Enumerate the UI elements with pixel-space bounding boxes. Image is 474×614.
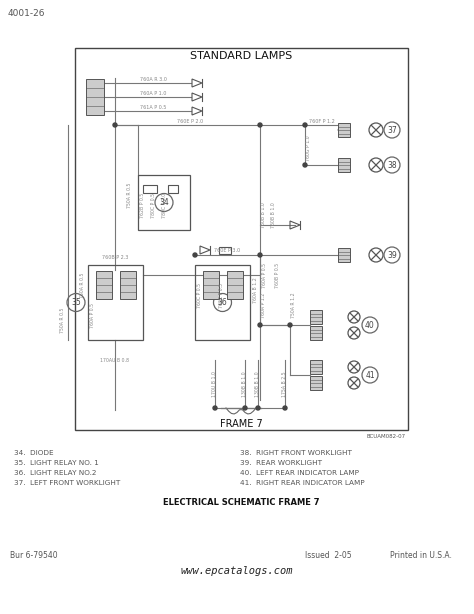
Text: 39.  REAR WORKLIGHT: 39. REAR WORKLIGHT bbox=[240, 460, 322, 466]
Text: 37.  LEFT FRONT WORKLIGHT: 37. LEFT FRONT WORKLIGHT bbox=[14, 480, 120, 486]
Bar bbox=[195, 265, 250, 340]
Text: 38: 38 bbox=[387, 160, 397, 169]
Circle shape bbox=[283, 406, 287, 410]
Text: 760F P 1.2: 760F P 1.2 bbox=[309, 119, 335, 123]
Text: 750A R 1.2: 750A R 1.2 bbox=[292, 292, 297, 318]
Circle shape bbox=[193, 253, 197, 257]
Bar bbox=[86, 79, 104, 115]
Text: 760C P 0.5: 760C P 0.5 bbox=[198, 282, 202, 308]
Text: 170U B 1.0: 170U B 1.0 bbox=[212, 371, 218, 397]
Bar bbox=[219, 246, 231, 254]
Text: 760A B 1.2: 760A B 1.2 bbox=[254, 277, 258, 303]
Text: 40: 40 bbox=[365, 321, 375, 330]
Text: 760B B 1.0: 760B B 1.0 bbox=[272, 202, 276, 228]
Text: 34.  DIODE: 34. DIODE bbox=[14, 450, 54, 456]
Bar bbox=[143, 185, 157, 193]
Circle shape bbox=[243, 406, 247, 410]
Circle shape bbox=[258, 123, 262, 127]
Bar bbox=[120, 271, 136, 299]
Text: 762B P 0.5: 762B P 0.5 bbox=[140, 192, 146, 217]
Circle shape bbox=[213, 406, 217, 410]
Text: 35: 35 bbox=[71, 298, 81, 307]
Bar bbox=[96, 271, 112, 299]
Text: 760A P 0.5: 760A P 0.5 bbox=[263, 263, 267, 287]
Text: 41: 41 bbox=[365, 370, 375, 379]
Text: 780C P 2.0: 780C P 2.0 bbox=[163, 192, 167, 217]
Text: 36.  LIGHT RELAY NO.2: 36. LIGHT RELAY NO.2 bbox=[14, 470, 97, 476]
Text: 760C P 0.5: 760C P 0.5 bbox=[219, 282, 225, 308]
Text: 760A P 0.5: 760A P 0.5 bbox=[91, 303, 95, 327]
Text: 760A R 3.0: 760A R 3.0 bbox=[139, 77, 166, 82]
Bar bbox=[310, 310, 322, 324]
Text: 36: 36 bbox=[218, 298, 228, 307]
Text: Issued  2-05: Issued 2-05 bbox=[305, 551, 352, 560]
Text: Printed in U.S.A.: Printed in U.S.A. bbox=[390, 551, 452, 560]
Text: www.epcatalogs.com: www.epcatalogs.com bbox=[181, 566, 293, 576]
Circle shape bbox=[256, 406, 260, 410]
Bar bbox=[203, 271, 219, 299]
Bar bbox=[138, 175, 190, 230]
Circle shape bbox=[303, 123, 307, 127]
Bar bbox=[338, 248, 350, 262]
Text: STANDARD LAMPS: STANDARD LAMPS bbox=[191, 51, 292, 61]
Text: Bur 6-79540: Bur 6-79540 bbox=[10, 551, 58, 560]
Text: 34: 34 bbox=[159, 198, 169, 207]
Text: 750A R 0.5: 750A R 0.5 bbox=[81, 273, 85, 298]
Text: 130B B 1.0: 130B B 1.0 bbox=[243, 371, 247, 397]
Text: 170AU B 0.8: 170AU B 0.8 bbox=[100, 357, 129, 362]
Text: 760A P 1.2: 760A P 1.2 bbox=[262, 292, 266, 317]
Text: 4001-26: 4001-26 bbox=[8, 9, 46, 18]
Text: 760G P 1.0: 760G P 1.0 bbox=[307, 135, 311, 161]
Text: ELECTRICAL SCHEMATIC FRAME 7: ELECTRICAL SCHEMATIC FRAME 7 bbox=[163, 498, 320, 507]
Text: 175A B 2.5: 175A B 2.5 bbox=[283, 371, 288, 397]
Circle shape bbox=[258, 323, 262, 327]
Text: 41.  RIGHT REAR INDICATOR LAMP: 41. RIGHT REAR INDICATOR LAMP bbox=[240, 480, 365, 486]
Text: 760E P 3.0: 760E P 3.0 bbox=[214, 247, 241, 252]
Text: 38.  RIGHT FRONT WORKLIGHT: 38. RIGHT FRONT WORKLIGHT bbox=[240, 450, 352, 456]
Circle shape bbox=[303, 163, 307, 167]
Text: 760B B 1.0: 760B B 1.0 bbox=[262, 202, 266, 228]
Bar bbox=[227, 271, 243, 299]
Text: 35.  LIGHT RELAY NO. 1: 35. LIGHT RELAY NO. 1 bbox=[14, 460, 99, 466]
Circle shape bbox=[113, 123, 117, 127]
Text: 760B P 0.5: 760B P 0.5 bbox=[275, 262, 281, 287]
Bar bbox=[168, 185, 178, 193]
Text: 750A R 0.5: 750A R 0.5 bbox=[60, 308, 64, 333]
Text: 37: 37 bbox=[387, 125, 397, 134]
Text: 761A P 0.5: 761A P 0.5 bbox=[140, 104, 166, 109]
Circle shape bbox=[288, 323, 292, 327]
Bar bbox=[75, 48, 408, 430]
Bar bbox=[88, 265, 143, 340]
Bar bbox=[310, 360, 322, 374]
Bar bbox=[310, 376, 322, 390]
Text: 130B B 1.0: 130B B 1.0 bbox=[255, 371, 261, 397]
Text: BCUAM082-07: BCUAM082-07 bbox=[367, 434, 406, 439]
Bar bbox=[310, 326, 322, 340]
Text: FRAME 7: FRAME 7 bbox=[220, 419, 263, 429]
Text: 750A R 0.5: 750A R 0.5 bbox=[128, 182, 133, 208]
Bar bbox=[338, 123, 350, 137]
Text: 760A P 1.0: 760A P 1.0 bbox=[140, 90, 166, 96]
Text: 40.  LEFT REAR INDICATOR LAMP: 40. LEFT REAR INDICATOR LAMP bbox=[240, 470, 359, 476]
Text: 760B P 2.3: 760B P 2.3 bbox=[102, 254, 128, 260]
Text: 39: 39 bbox=[387, 251, 397, 260]
Text: 780C P 0.5: 780C P 0.5 bbox=[152, 193, 156, 217]
Bar bbox=[338, 158, 350, 172]
Circle shape bbox=[258, 253, 262, 257]
Text: 760E P 2.0: 760E P 2.0 bbox=[177, 119, 203, 123]
